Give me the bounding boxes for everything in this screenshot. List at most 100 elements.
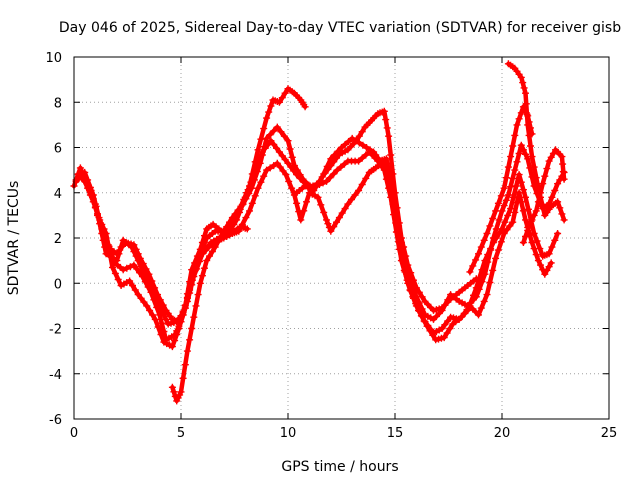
data-point-marker bbox=[171, 337, 179, 345]
data-point-marker bbox=[358, 128, 366, 136]
data-point-marker bbox=[524, 227, 532, 234]
data-point-marker bbox=[418, 293, 426, 301]
data-point-marker bbox=[501, 218, 509, 226]
data-point-marker bbox=[556, 204, 564, 212]
data-point-marker bbox=[162, 315, 170, 323]
data-point-marker bbox=[554, 198, 562, 206]
x-tick-labels: 0 5 10 15 20 25 bbox=[70, 426, 617, 441]
x-axis-label: GPS time / hours bbox=[281, 459, 398, 475]
data-point-marker bbox=[532, 174, 540, 182]
data-point-marker bbox=[114, 276, 122, 283]
data-point-marker bbox=[438, 325, 446, 332]
data-point-marker bbox=[443, 329, 451, 337]
x-tick-label: 5 bbox=[177, 426, 185, 441]
data-point-marker bbox=[183, 347, 191, 355]
data-point-marker bbox=[545, 263, 553, 271]
data-point-marker bbox=[233, 216, 241, 224]
data-point-marker bbox=[179, 307, 187, 315]
data-point-marker bbox=[460, 309, 468, 317]
data-point-marker bbox=[504, 211, 512, 219]
data-point-marker bbox=[267, 137, 275, 145]
data-point-marker bbox=[524, 205, 532, 213]
data-point-marker bbox=[522, 100, 530, 108]
data-point-marker bbox=[475, 311, 482, 319]
data-point-marker bbox=[208, 248, 216, 256]
data-point-marker bbox=[293, 171, 301, 179]
data-point-marker bbox=[287, 163, 295, 171]
data-point-marker bbox=[554, 180, 562, 188]
data-point-marker bbox=[314, 193, 322, 201]
data-point-marker bbox=[81, 168, 89, 176]
series-trace bbox=[170, 86, 308, 404]
data-point-marker bbox=[230, 227, 238, 235]
data-point-marker bbox=[507, 153, 515, 161]
data-point-marker bbox=[470, 291, 477, 299]
data-point-marker bbox=[243, 225, 251, 233]
data-point-marker bbox=[303, 198, 310, 206]
y-tick-label: -6 bbox=[49, 413, 62, 428]
data-point-marker bbox=[497, 238, 505, 246]
data-point-marker bbox=[260, 125, 268, 133]
data-point-marker bbox=[517, 178, 525, 186]
data-point-marker bbox=[543, 266, 551, 274]
data-point-marker bbox=[201, 264, 208, 272]
data-point-marker bbox=[548, 193, 556, 201]
data-point-marker bbox=[324, 165, 332, 173]
data-point-marker bbox=[519, 207, 527, 215]
series-8 bbox=[504, 60, 568, 224]
data-point-marker bbox=[95, 214, 103, 222]
data-point-marker bbox=[186, 336, 194, 344]
data-point-marker bbox=[211, 243, 219, 251]
data-point-marker bbox=[273, 123, 281, 131]
data-point-marker bbox=[402, 252, 410, 260]
data-point-marker bbox=[486, 279, 494, 286]
data-point-marker bbox=[301, 103, 309, 111]
series-9 bbox=[519, 146, 568, 246]
data-point-marker bbox=[300, 207, 308, 215]
data-point-marker bbox=[380, 107, 388, 115]
data-point-marker bbox=[532, 251, 540, 259]
data-point-marker bbox=[201, 232, 208, 240]
data-point-marker bbox=[327, 227, 335, 235]
data-point-marker bbox=[92, 202, 100, 210]
data-point-marker bbox=[441, 321, 449, 329]
data-point-marker bbox=[533, 237, 541, 245]
data-point-marker bbox=[136, 269, 144, 277]
data-point-marker bbox=[543, 165, 551, 173]
data-point-marker bbox=[440, 334, 448, 342]
data-point-marker bbox=[480, 236, 488, 244]
data-point-marker bbox=[558, 210, 566, 218]
data-point-marker bbox=[415, 288, 423, 296]
data-point-marker bbox=[196, 245, 204, 253]
data-point-marker bbox=[383, 124, 391, 132]
data-point-marker bbox=[170, 388, 178, 396]
data-point-marker bbox=[240, 196, 248, 203]
chart-title: Day 046 of 2025, Sidereal Day-to-day VTE… bbox=[59, 20, 621, 36]
data-point-marker bbox=[513, 199, 521, 207]
data-point-marker bbox=[293, 199, 301, 207]
data-point-marker bbox=[509, 142, 517, 150]
data-point-marker bbox=[524, 155, 532, 163]
data-point-marker bbox=[530, 163, 538, 171]
data-point-marker bbox=[281, 156, 289, 164]
data-point-marker bbox=[534, 257, 542, 265]
data-point-marker bbox=[330, 223, 338, 231]
data-point-marker bbox=[395, 219, 403, 227]
data-point-marker bbox=[217, 233, 225, 240]
data-point-marker bbox=[475, 250, 482, 258]
data-point-marker bbox=[348, 196, 355, 203]
data-point-marker bbox=[359, 141, 367, 149]
data-point-marker bbox=[541, 270, 549, 278]
data-point-marker bbox=[265, 108, 273, 116]
data-point-marker bbox=[480, 297, 488, 305]
data-point-marker bbox=[315, 177, 323, 185]
data-point-marker bbox=[539, 180, 547, 188]
data-point-marker bbox=[102, 237, 110, 245]
data-point-marker bbox=[446, 325, 454, 332]
data-point-marker bbox=[393, 204, 401, 212]
data-point-marker bbox=[144, 283, 152, 291]
data-point-marker bbox=[472, 275, 480, 283]
data-point-marker bbox=[489, 266, 497, 274]
data-point-marker bbox=[129, 282, 136, 289]
